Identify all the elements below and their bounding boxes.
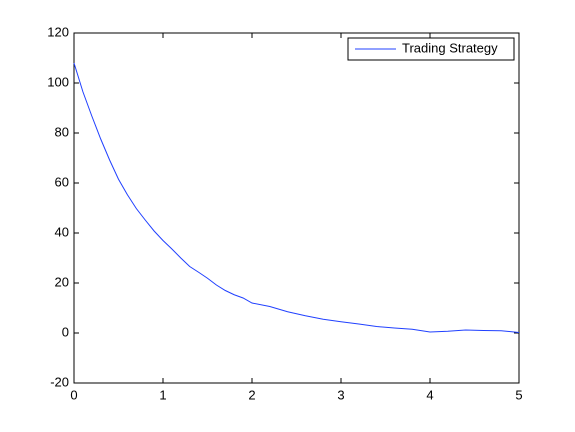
y-tick-label: 80 (55, 124, 69, 139)
y-tick-label: 60 (55, 174, 69, 189)
y-tick-label: 40 (55, 224, 69, 239)
y-tick-label: 120 (47, 24, 69, 39)
x-tick-label: 0 (70, 387, 77, 402)
legend-label: Trading Strategy (402, 40, 498, 55)
y-tick-label: 0 (62, 324, 69, 339)
x-tick-label: 4 (426, 387, 433, 402)
x-tick-label: 3 (337, 387, 344, 402)
plot-box (73, 32, 520, 384)
y-tick-label: 100 (47, 74, 69, 89)
data-line (73, 62, 520, 333)
x-tick-label: 2 (248, 387, 255, 402)
legend-box (347, 37, 515, 61)
x-tick-label: 1 (159, 387, 166, 402)
x-tick-label: 5 (515, 387, 522, 402)
y-tick-label: -20 (50, 374, 69, 389)
y-tick-label: 20 (55, 274, 69, 289)
